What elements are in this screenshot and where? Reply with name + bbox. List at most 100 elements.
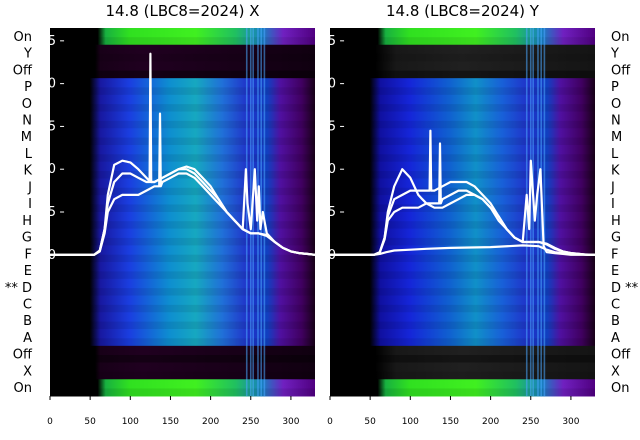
series-line-1 [50, 159, 316, 256]
heatmap-texture [50, 288, 315, 296]
heatmap-texture [330, 120, 595, 129]
heatmap-texture [50, 154, 315, 162]
row-label: I [28, 197, 32, 212]
row-label: F [25, 247, 32, 262]
heatmap-texture [330, 271, 595, 279]
heatmap-band [50, 362, 315, 380]
heatmap-texture [330, 321, 595, 330]
heatmap-texture [50, 254, 315, 263]
chart-title: 14.8 (LBC8=2024) Y [386, 2, 540, 20]
heatmap-texture [50, 37, 315, 45]
y-tick-label: 20 [40, 77, 57, 92]
heatmap-texture [50, 120, 315, 129]
y-tick-label: 15 [40, 119, 57, 134]
heatmap-band [50, 28, 315, 46]
x-tick-label: 300 [562, 417, 579, 427]
heatmap-band [50, 61, 315, 79]
heatmap-texture [330, 338, 595, 346]
heatmap-band [50, 94, 315, 113]
heatmap-texture [330, 304, 595, 313]
row-label: C [611, 298, 620, 313]
chart-panel-1: 14.8 (LBC8=2024) X 0 5 10 15 20 250 50 100 150 200… [5, 2, 316, 427]
heatmap-texture [330, 355, 595, 363]
heatmap-band [330, 111, 595, 129]
heatmap-streak [525, 28, 528, 396]
heatmap-band [330, 161, 595, 180]
heatmap-band [330, 312, 595, 330]
heatmap-texture [50, 87, 315, 95]
heatmap-band [50, 262, 315, 280]
x-tick-label: 150 [162, 417, 179, 427]
row-label: H [611, 214, 621, 229]
heatmap-texture [50, 171, 315, 179]
heatmap-texture [50, 70, 315, 79]
row-label: K [23, 164, 32, 179]
heatmap-streak [543, 28, 546, 396]
series-line-3 [50, 112, 316, 256]
heatmap-texture [330, 237, 595, 246]
heatmap-texture [50, 321, 315, 330]
heatmap-texture [50, 53, 315, 62]
heatmap-band [50, 245, 315, 263]
row-label: N [611, 114, 621, 129]
heatmap-texture [330, 288, 595, 296]
x-tick-label: 250 [242, 417, 259, 427]
heatmap-texture [50, 338, 315, 346]
heatmap-texture [330, 171, 595, 179]
row-label: Off [13, 348, 33, 363]
heatmap-streak [537, 28, 539, 396]
heatmap-texture [50, 371, 315, 380]
heatmap-streak [260, 28, 262, 396]
row-label: L [25, 147, 33, 162]
row-label: On [14, 30, 32, 45]
row-label: N [22, 114, 32, 129]
heatmap-texture [330, 204, 595, 212]
row-label: J [610, 180, 615, 195]
heatmap-band [50, 44, 315, 62]
row-label: Off [611, 348, 631, 363]
row-label: C [23, 298, 32, 313]
row-label: On [14, 381, 32, 396]
row-label: On [611, 381, 629, 396]
heatmap-texture [330, 104, 595, 112]
x-tick-label: 50 [364, 417, 376, 427]
row-label: Y [23, 47, 32, 62]
heatmap-band [50, 278, 315, 297]
row-label: Y [610, 47, 619, 62]
heatmap-texture [330, 53, 595, 62]
heatmap-band [330, 278, 595, 297]
row-label: M [611, 130, 622, 145]
row-label: B [23, 314, 32, 329]
heatmap-texture [50, 104, 315, 112]
heatmap-texture [50, 137, 315, 146]
x-tick-label: 0 [47, 417, 53, 427]
row-label: G [611, 231, 621, 246]
heatmap-texture [50, 304, 315, 313]
heatmap-texture [330, 254, 595, 263]
row-label: D ** [611, 281, 639, 296]
heatmap-texture [330, 87, 595, 95]
heatmap-texture [50, 355, 315, 363]
row-label: G [22, 231, 32, 246]
heatmap-band [50, 379, 315, 397]
heatmap-band [50, 78, 315, 96]
heatmap-band [330, 78, 595, 96]
heatmap-band [50, 329, 315, 347]
heatmap-texture [50, 237, 315, 246]
heatmap-band [50, 128, 315, 146]
heatmap-texture [330, 70, 595, 79]
heatmap-band [330, 128, 595, 146]
row-label: Off [13, 63, 33, 78]
heatmap-band [330, 28, 595, 46]
heatmap-band [50, 178, 315, 196]
row-label: X [611, 364, 620, 379]
heatmap-band [330, 44, 595, 62]
heatmap-texture [330, 221, 595, 229]
row-label: P [611, 80, 619, 95]
x-tick-label: 300 [282, 417, 299, 427]
chart-panel-2: 14.8 (LBC8=2024) Y 0 5 10 15 20 250 50 100 150 200… [320, 2, 639, 427]
x-tick-label: 0 [327, 417, 333, 427]
row-label: On [611, 30, 629, 45]
heatmap-streak [263, 28, 266, 396]
